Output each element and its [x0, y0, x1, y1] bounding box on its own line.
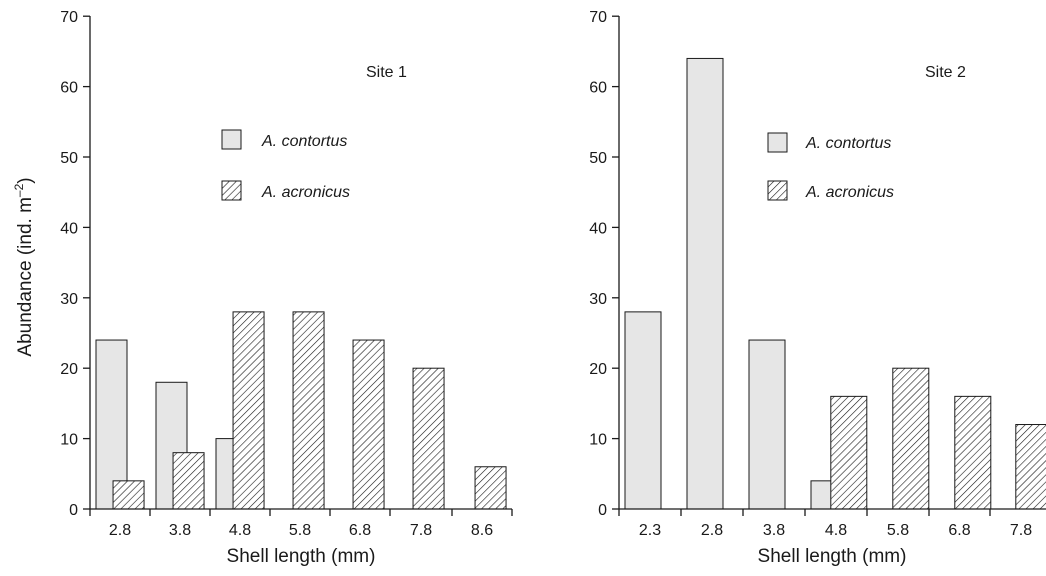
legend-swatch-a-acronicus — [221, 180, 242, 201]
x-axis-label: Shell length (mm) — [227, 546, 376, 567]
x-tick-label: 3.8 — [763, 522, 785, 539]
y-tick-label: 60 — [60, 80, 78, 97]
legend-label-a-acronicus: A. acronicus — [805, 184, 894, 201]
x-tick-label: 4.8 — [825, 522, 847, 539]
x-ticks: 2.8 3.8 4.8 5.8 6.8 7.8 8.6 — [89, 509, 513, 539]
bar-a-contortus-2.8 — [686, 57, 724, 510]
y-tick-label: 50 — [589, 150, 607, 167]
bars — [624, 57, 1046, 510]
x-tick-label: 2.8 — [701, 522, 723, 539]
y-tick-label: 40 — [60, 220, 78, 237]
y-tick-label: 60 — [589, 80, 607, 97]
chart-title: Site 2 — [925, 64, 966, 81]
x-tick-label: 8.6 — [471, 522, 493, 539]
legend: A. contortus A. acronicus — [221, 129, 350, 201]
bar-a-acronicus-3.8 — [172, 452, 205, 510]
y-tick-label: 20 — [60, 361, 78, 378]
bar-a-acronicus-6.8 — [352, 339, 385, 510]
y-tick-label: 10 — [589, 432, 607, 449]
legend-swatch-a-contortus — [221, 129, 242, 150]
bar-a-acronicus-5.8 — [292, 311, 325, 510]
y-axis-label-main: Abundance (ind. m — [15, 197, 36, 357]
x-tick-label: 5.8 — [289, 522, 311, 539]
x-axis-label: Shell length (mm) — [758, 546, 907, 567]
bar-a-acronicus-6.8 — [954, 395, 992, 510]
legend-swatch-a-contortus — [767, 132, 788, 153]
y-tick-label: 70 — [60, 9, 78, 26]
x-ticks: 2.3 2.8 3.8 4.8 5.8 6.8 7.8 — [618, 509, 1032, 539]
y-axis-label-superscript: –2 — [12, 183, 26, 197]
y-tick-label: 50 — [60, 150, 78, 167]
bar-a-acronicus-4.8 — [232, 311, 265, 510]
x-tick-label: 7.8 — [1010, 522, 1032, 539]
y-tick-label: 70 — [589, 9, 607, 26]
y-ticks: 0 10 20 30 40 50 60 70 — [589, 9, 619, 519]
legend-label-a-contortus: A. contortus — [805, 135, 891, 152]
bar-a-contortus-3.8 — [748, 339, 786, 510]
chart-panel-site-2: 0 10 20 30 40 50 60 70 2.3 2.8 3.8 4.8 5.8 6.8 7.8 Si… — [589, 9, 1046, 567]
y-tick-label: 30 — [60, 291, 78, 308]
chart-panel-site-1: 0 10 20 30 40 50 60 70 2.8 3.8 4.8 5.8 6.8 7.8 8.6 Si… — [12, 9, 513, 567]
legend: A. contortus A. acronicus — [767, 132, 894, 201]
x-tick-label: 2.3 — [639, 522, 661, 539]
bar-a-acronicus-4.8 — [830, 395, 868, 510]
x-tick-label: 7.8 — [410, 522, 432, 539]
bar-a-contortus-2.3 — [624, 311, 662, 510]
y-tick-label: 10 — [60, 432, 78, 449]
legend-label-a-acronicus: A. acronicus — [261, 184, 350, 201]
legend-label-a-contortus: A. contortus — [261, 133, 347, 150]
y-tick-label: 20 — [589, 361, 607, 378]
bar-a-acronicus-7.8 — [412, 367, 445, 510]
bar-a-acronicus-2.8 — [112, 480, 145, 510]
bar-a-acronicus-7.8 — [1015, 424, 1046, 510]
y-axis-label: Abundance (ind. m–2) — [12, 177, 36, 356]
legend-swatch-a-acronicus — [767, 180, 788, 201]
x-tick-label: 6.8 — [349, 522, 371, 539]
bar-a-acronicus-5.8 — [892, 367, 930, 510]
bars — [95, 311, 507, 510]
y-ticks: 0 10 20 30 40 50 60 70 — [60, 9, 90, 519]
x-tick-label: 5.8 — [887, 522, 909, 539]
bar-a-acronicus-8.6 — [474, 466, 507, 510]
x-tick-label: 3.8 — [169, 522, 191, 539]
chart-title: Site 1 — [366, 64, 407, 81]
y-tick-label: 0 — [69, 502, 78, 519]
y-tick-label: 40 — [589, 220, 607, 237]
x-tick-label: 4.8 — [229, 522, 251, 539]
y-tick-label: 0 — [598, 502, 607, 519]
x-tick-label: 2.8 — [109, 522, 131, 539]
y-tick-label: 30 — [589, 291, 607, 308]
x-tick-label: 6.8 — [948, 522, 970, 539]
y-axis-label-close: ) — [15, 177, 36, 183]
